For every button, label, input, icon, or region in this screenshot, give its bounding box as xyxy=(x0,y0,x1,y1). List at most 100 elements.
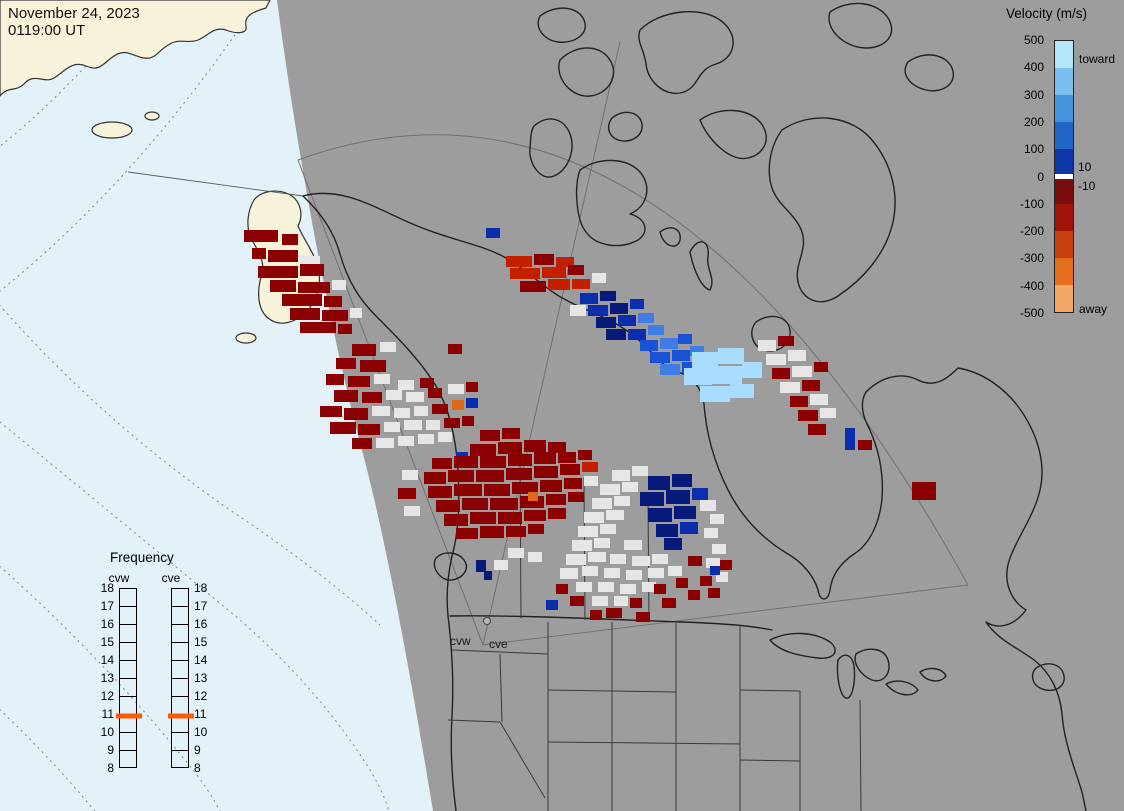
velocity-cell xyxy=(344,408,368,420)
velocity-cell xyxy=(614,496,630,506)
velocity-cell xyxy=(712,366,742,384)
velocity-cell xyxy=(398,380,414,390)
velocity-cell xyxy=(480,430,500,441)
colorbar-tick: 300 xyxy=(1023,87,1044,102)
colorbar-tick: -400 xyxy=(1019,278,1044,293)
siberia-landmass xyxy=(0,0,271,97)
island-outline xyxy=(91,121,133,139)
velocity-cell xyxy=(632,556,650,566)
velocity-cell xyxy=(548,508,566,519)
velocity-cell xyxy=(712,544,726,554)
velocity-cell xyxy=(584,512,604,523)
velocity-cell xyxy=(470,512,496,524)
velocity-cell xyxy=(282,234,298,245)
velocity-cell xyxy=(528,492,538,501)
velocity-cell xyxy=(858,440,872,450)
velocity-cell xyxy=(528,524,544,534)
velocity-cell xyxy=(300,322,336,333)
velocity-cell xyxy=(630,598,642,608)
velocity-cell xyxy=(398,488,416,499)
frequency-tick: 17 xyxy=(100,599,114,613)
frequency-tick: 16 xyxy=(194,617,208,631)
velocity-cell xyxy=(298,282,330,293)
freq-ladder-cvw xyxy=(116,588,142,768)
frequency-tick: 18 xyxy=(100,581,114,595)
velocity-cell xyxy=(352,344,376,356)
velocity-cell xyxy=(640,492,664,506)
velocity-cell xyxy=(568,492,584,502)
velocity-cell xyxy=(476,470,504,482)
velocity-cell xyxy=(638,313,654,323)
time-text: 0119:00 UT xyxy=(8,22,86,40)
frequency-tick: 16 xyxy=(100,617,114,631)
velocity-cell xyxy=(594,538,610,548)
velocity-cell xyxy=(338,324,352,334)
colorbar-tick: 10 xyxy=(1078,159,1092,174)
colorbar-segment xyxy=(1055,203,1073,231)
velocity-cell xyxy=(454,456,478,468)
velocity-cell xyxy=(420,378,434,388)
velocity-cell xyxy=(630,299,644,309)
velocity-cell xyxy=(510,268,540,279)
velocity-cell xyxy=(326,374,344,385)
velocity-cell xyxy=(322,310,348,321)
velocity-cell xyxy=(656,524,678,537)
velocity-cell xyxy=(438,432,452,442)
velocity-cell xyxy=(512,482,538,494)
colorbar-segment xyxy=(1055,122,1073,150)
velocity-cell xyxy=(640,340,658,351)
velocity-cell xyxy=(718,348,744,364)
colorbar-segment xyxy=(1055,179,1073,204)
velocity-cell xyxy=(560,568,578,579)
frequency-tick: 12 xyxy=(100,689,114,703)
velocity-cell xyxy=(650,352,670,363)
velocity-cell xyxy=(582,566,598,576)
velocity-cell xyxy=(742,362,762,378)
velocity-cell xyxy=(614,596,628,606)
frequency-tick: 17 xyxy=(194,599,208,613)
velocity-cell xyxy=(778,336,794,346)
colorbar-tick: -200 xyxy=(1019,224,1044,239)
velocity-cell xyxy=(648,508,672,522)
velocity-cell xyxy=(506,526,526,537)
velocity-cell xyxy=(520,281,546,292)
velocity-cell xyxy=(362,392,382,403)
velocity-cell xyxy=(690,346,704,356)
velocity-cell xyxy=(244,230,278,242)
velocity-cell xyxy=(466,398,478,408)
colorbar-tick: 0 xyxy=(1037,169,1044,184)
frequency-tick: 18 xyxy=(194,581,208,595)
velocity-cell xyxy=(648,476,670,490)
velocity-cell xyxy=(660,338,678,349)
velocity-cell xyxy=(666,490,690,504)
colorbar-tick: 100 xyxy=(1023,142,1044,157)
frequency-legend: Frequency cvw cve 18 17 16 15 14 13 12 11 10 9 8 1… xyxy=(88,546,238,786)
velocity-cell xyxy=(270,280,296,292)
velocity-cell xyxy=(540,480,562,492)
freq-column-label-cvw: cvw xyxy=(108,571,130,585)
fov-boundary-lines xyxy=(297,41,969,646)
frequency-tick: 9 xyxy=(107,743,114,757)
velocity-cell xyxy=(524,510,546,521)
velocity-cell xyxy=(682,362,700,373)
velocity-cell xyxy=(792,366,812,377)
velocity-cell xyxy=(290,308,320,320)
velocity-cell xyxy=(432,404,448,414)
velocity-cell xyxy=(558,452,576,463)
velocity-cell xyxy=(626,570,642,580)
timestamp-block: November 24, 2023 0119:00 UT xyxy=(8,5,140,40)
velocity-cell xyxy=(428,388,442,398)
velocity-cell xyxy=(692,352,718,368)
radar-site-marker xyxy=(483,617,491,625)
velocity-cell xyxy=(720,560,732,570)
velocity-cell xyxy=(592,498,612,509)
velocity-cell xyxy=(414,406,428,416)
velocity-cell xyxy=(542,267,566,278)
velocity-cell xyxy=(484,571,492,580)
velocity-cell xyxy=(730,384,754,398)
velocity-cell xyxy=(588,552,606,562)
velocity-cell xyxy=(546,494,566,505)
velocity-cell xyxy=(506,256,532,267)
velocity-cell xyxy=(668,566,682,576)
velocity-cell xyxy=(546,600,558,610)
